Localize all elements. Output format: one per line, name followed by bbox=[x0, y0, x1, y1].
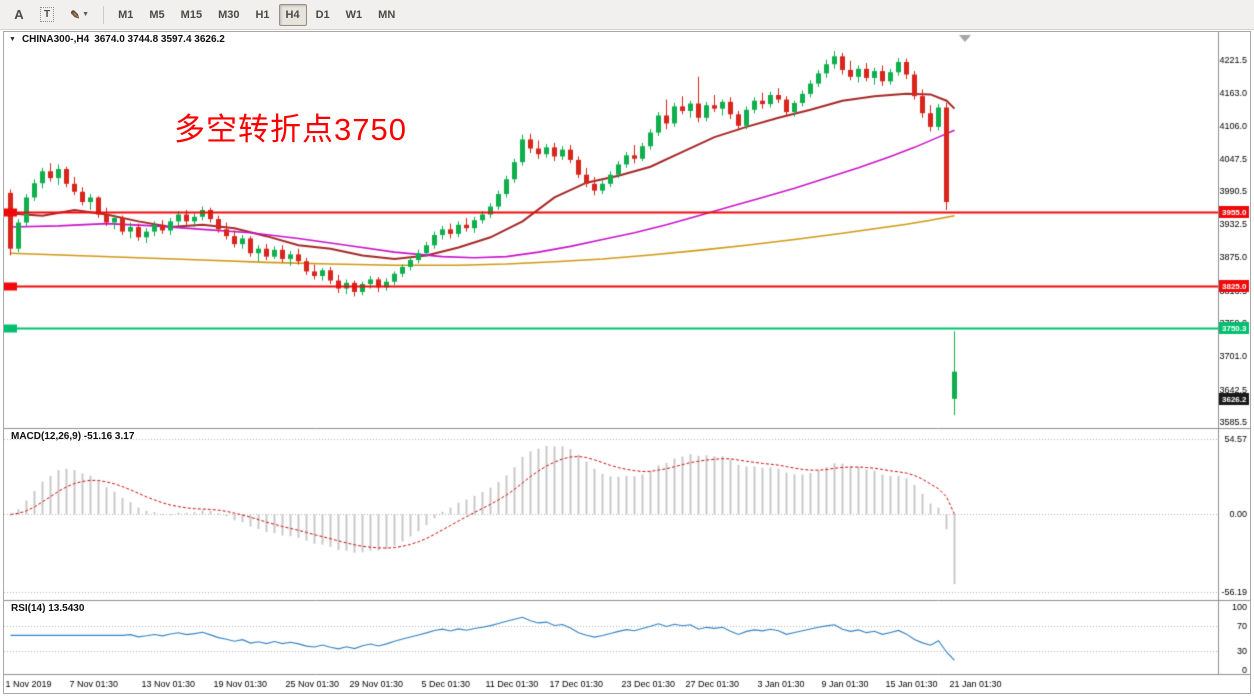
timeframe-m5-button[interactable]: M5 bbox=[142, 4, 171, 26]
chart-canvas[interactable] bbox=[4, 32, 1250, 693]
main-toolbar: A T ✎ ▼ M1 M5 M15 M30 H1 H4 D1 W1 MN bbox=[0, 0, 1254, 30]
text-tool-button[interactable]: T bbox=[33, 4, 61, 26]
chevron-down-icon: ▼ bbox=[82, 11, 90, 18]
timeframe-m15-button[interactable]: M15 bbox=[174, 4, 209, 26]
text-tool-icon: T bbox=[40, 7, 55, 22]
draw-tools-dropdown-button[interactable]: ✎ ▼ bbox=[63, 4, 96, 26]
pencil-icon: ✎ bbox=[70, 7, 81, 22]
font-tool-button[interactable]: A bbox=[7, 4, 31, 26]
toolbar-separator bbox=[103, 5, 105, 24]
timeframe-h4-button[interactable]: H4 bbox=[278, 3, 307, 26]
timeframe-mn-button[interactable]: MN bbox=[371, 4, 402, 26]
timeframe-m1-button[interactable]: M1 bbox=[111, 4, 140, 26]
timeframe-h1-button[interactable]: H1 bbox=[248, 4, 276, 26]
chart-window: ▼ CHINA300-,H4 3674.0 3744.8 3597.4 3626… bbox=[3, 31, 1251, 694]
timeframe-d1-button[interactable]: D1 bbox=[309, 4, 337, 26]
timeframe-w1-button[interactable]: W1 bbox=[339, 4, 370, 26]
timeframe-m30-button[interactable]: M30 bbox=[211, 4, 246, 26]
